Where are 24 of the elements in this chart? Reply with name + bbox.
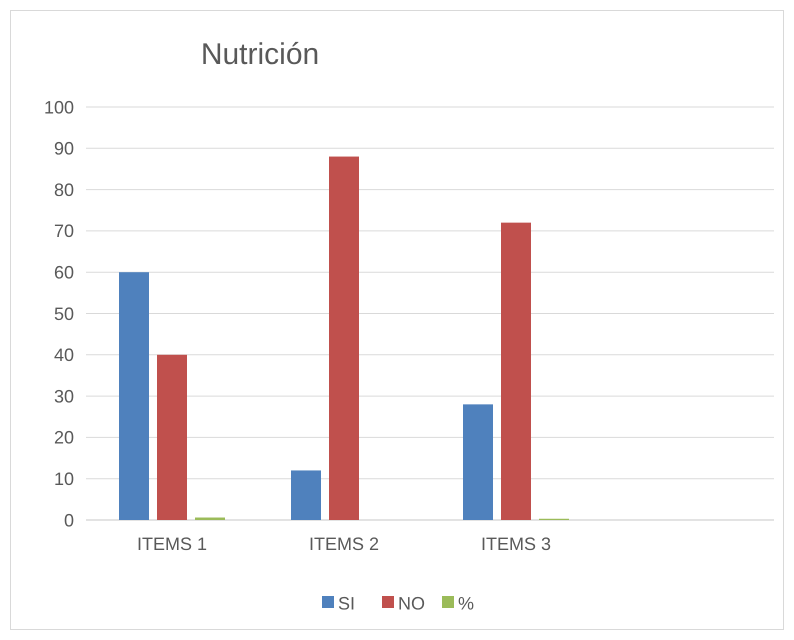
x-tick-label: ITEMS 2 [308, 534, 380, 554]
legend-label: SI [338, 593, 356, 614]
legend-label: % [458, 593, 474, 614]
x-tick-label: ITEMS 1 [136, 534, 208, 554]
legend-label: NO [398, 593, 425, 614]
bar [291, 470, 321, 520]
y-tick-label: 50 [54, 304, 74, 324]
chart-title: Nutrición [200, 38, 320, 71]
y-tick-label: 90 [54, 138, 74, 159]
bar [329, 156, 359, 520]
y-tick-label: 100 [44, 97, 74, 118]
y-tick-label: 20 [54, 428, 74, 448]
y-tick-label: 10 [54, 469, 74, 489]
y-tick-label: 30 [54, 386, 74, 406]
x-tick-label: ITEMS 3 [480, 534, 552, 554]
bar [463, 404, 493, 520]
y-tick-label: 40 [54, 345, 74, 366]
y-tick-label: 80 [54, 180, 74, 200]
y-tick-label: 0 [64, 510, 74, 530]
bar [501, 222, 531, 520]
bar [119, 272, 149, 520]
y-tick-label: 60 [54, 262, 74, 282]
bar [157, 354, 187, 520]
y-tick-label: 70 [54, 221, 74, 242]
